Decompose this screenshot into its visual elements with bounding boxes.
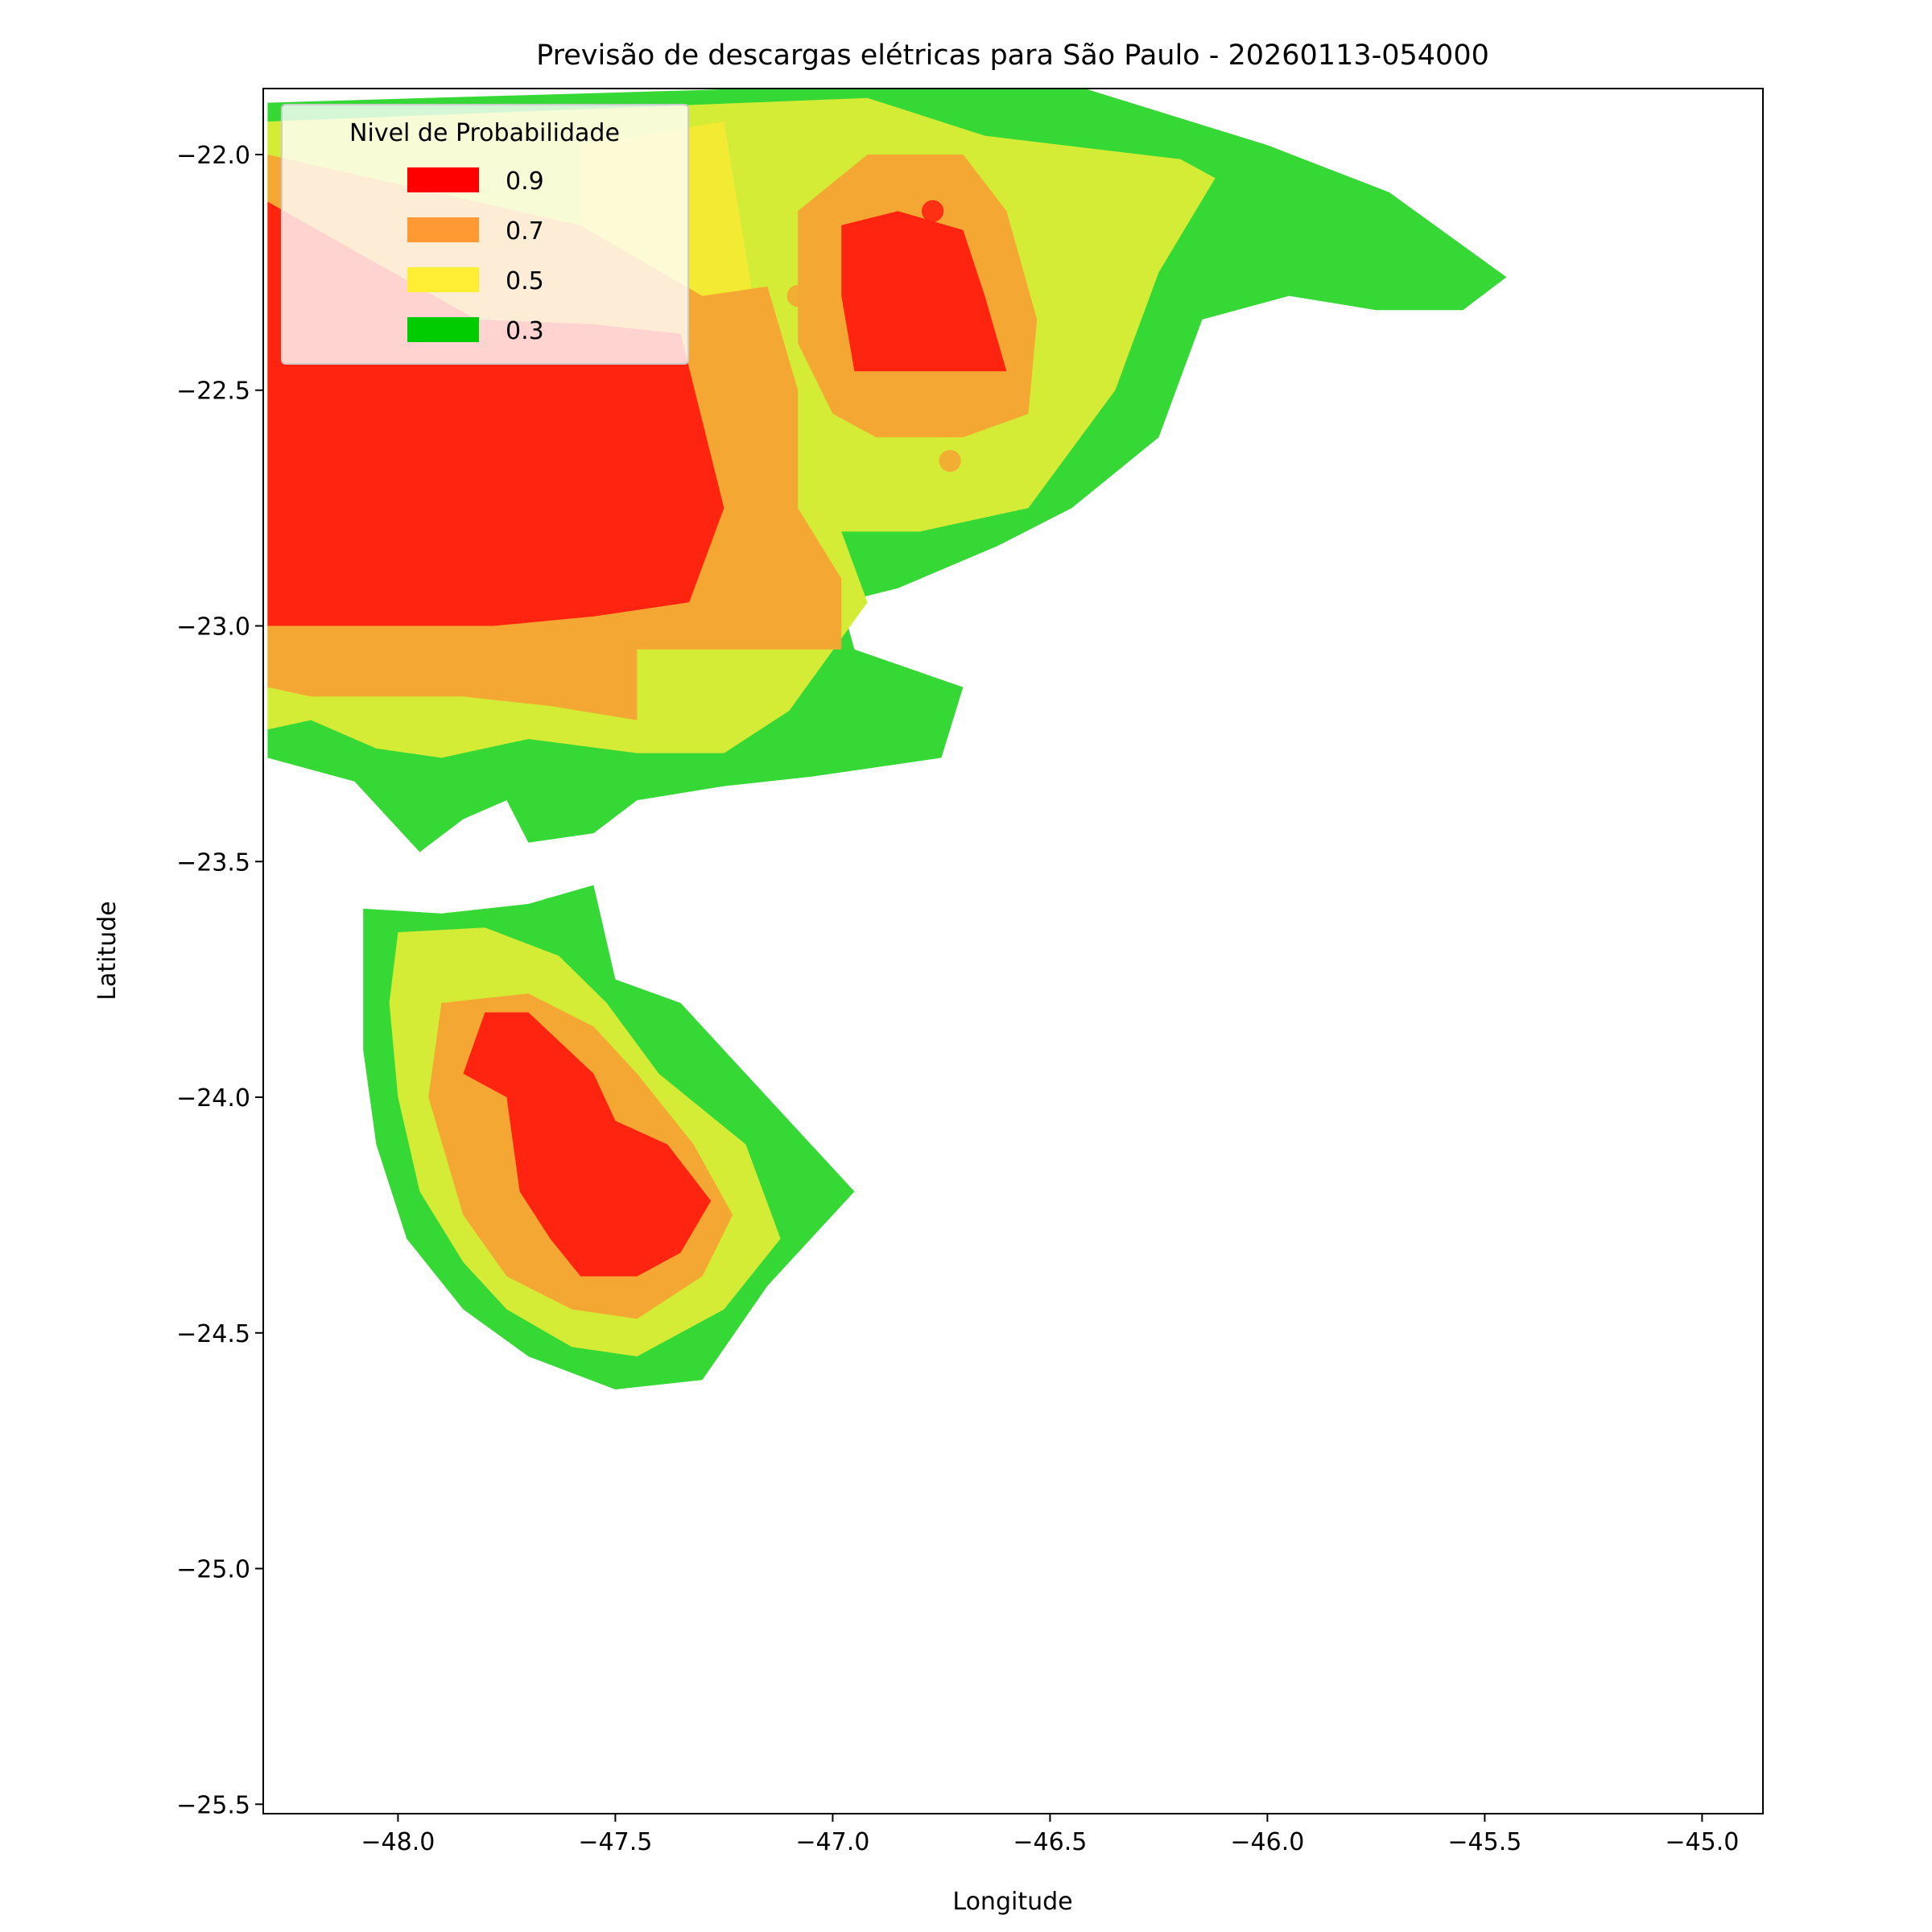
strike-point-0 (922, 200, 944, 222)
y-tick-label: −23.5 (176, 848, 250, 877)
x-tick-label: −46.5 (1013, 1828, 1087, 1856)
legend-box (281, 104, 689, 365)
legend-swatch-09 (407, 167, 479, 192)
legend-swatch-07 (407, 217, 479, 242)
strike-point-3 (539, 898, 561, 920)
legend-label-03: 0.3 (506, 317, 544, 345)
strike-point-2 (939, 450, 961, 473)
legend-label-05: 0.5 (506, 267, 544, 295)
y-axis-label: Latitude (93, 901, 122, 1000)
chart-title: Previsão de descargas elétricas para São… (536, 39, 1489, 72)
y-tick-label: −24.5 (176, 1320, 250, 1348)
x-tick-label: −48.0 (361, 1828, 435, 1856)
legend-title: Nivel de Probabilidade (349, 119, 620, 147)
x-tick-label: −47.5 (578, 1828, 652, 1856)
y-tick-label: −22.0 (176, 142, 250, 170)
y-tick-label: −22.5 (176, 378, 250, 406)
legend-swatch-05 (407, 267, 479, 292)
strike-points (539, 200, 961, 920)
legend-label-09: 0.9 (506, 167, 544, 196)
region-09-6 (841, 211, 1007, 372)
legend-swatch-03 (407, 317, 479, 342)
x-tick-label: −47.0 (795, 1828, 869, 1856)
strike-point-1 (786, 285, 809, 308)
y-tick-label: −25.0 (176, 1556, 250, 1584)
probability-regions (267, 89, 1507, 1389)
x-axis-label: Longitude (952, 1888, 1072, 1916)
y-tick-label: −23.0 (176, 613, 250, 641)
x-tick-label: −45.5 (1447, 1828, 1521, 1856)
x-tick-label: −46.0 (1230, 1828, 1304, 1856)
x-tick-label: −45.0 (1665, 1828, 1739, 1856)
legend: Nivel de Probabilidade 0.9 0.7 0.5 0.3 (281, 104, 689, 365)
region-09-10 (463, 1012, 712, 1277)
x-axis: −48.0 −47.5 −47.0 −46.5 −46.0 −45.5 −45.0 (361, 1814, 1739, 1856)
y-tick-label: −24.0 (176, 1084, 250, 1113)
plot-frame (262, 88, 1764, 1814)
y-axis: −22.0 −22.5 −23.0 −23.5 −24.0 −24.5 −25.0 −25.5 (176, 142, 263, 1819)
y-tick-label: −25.5 (176, 1791, 250, 1819)
legend-label-07: 0.7 (506, 217, 544, 246)
